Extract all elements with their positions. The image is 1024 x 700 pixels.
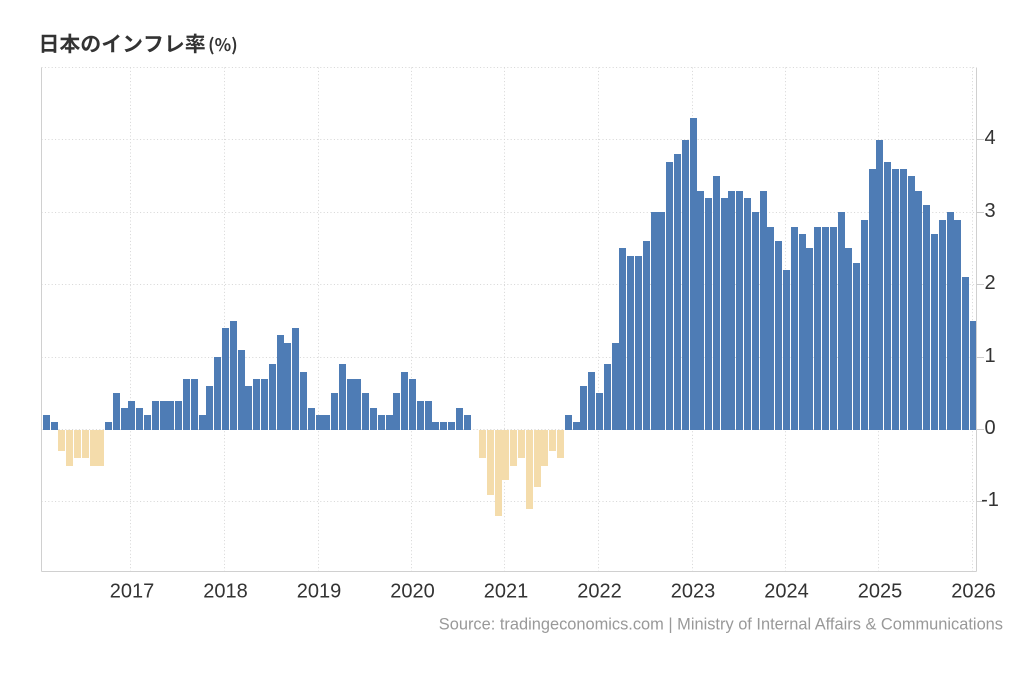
svg-text:2017: 2017 xyxy=(110,580,155,602)
svg-text:2018: 2018 xyxy=(203,580,248,602)
svg-text:0: 0 xyxy=(984,417,995,439)
svg-text:4: 4 xyxy=(984,127,995,149)
svg-text:3: 3 xyxy=(984,200,995,222)
svg-text:Source: tradingeconomics.com |: Source: tradingeconomics.com | Ministry … xyxy=(439,616,1003,634)
svg-text:-1: -1 xyxy=(981,489,999,511)
svg-text:1: 1 xyxy=(984,345,995,367)
svg-text:2: 2 xyxy=(984,272,995,294)
svg-text:2020: 2020 xyxy=(390,580,435,602)
svg-text:2021: 2021 xyxy=(484,580,529,602)
svg-text:2024: 2024 xyxy=(764,580,809,602)
svg-text:2023: 2023 xyxy=(671,580,716,602)
svg-text:2022: 2022 xyxy=(577,580,622,602)
svg-text:2026: 2026 xyxy=(951,580,996,602)
svg-text:2025: 2025 xyxy=(858,580,903,602)
svg-text:2019: 2019 xyxy=(297,580,342,602)
